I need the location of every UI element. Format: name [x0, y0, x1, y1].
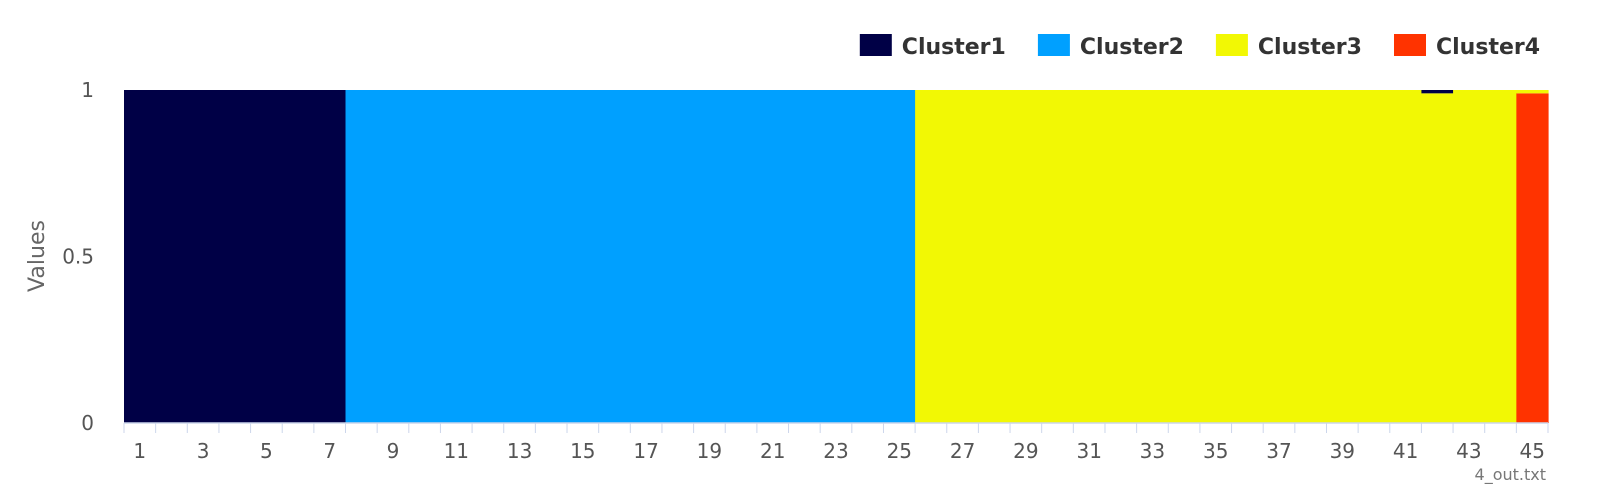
y-tick-label: 0 [81, 411, 94, 435]
bar-cluster3-37[interactable] [1263, 90, 1296, 423]
bar-cluster3-41[interactable] [1389, 90, 1423, 423]
bar-cluster1-4[interactable] [218, 90, 252, 423]
bar-cluster1-7[interactable] [313, 90, 347, 423]
legend-label: Cluster3 [1258, 35, 1362, 60]
bar-cluster1-2[interactable] [155, 90, 188, 423]
y-axis: 00.51 [62, 78, 94, 435]
legend-item-cluster2[interactable]: Cluster2 [1037, 34, 1184, 60]
x-tick-label: 23 [823, 439, 848, 463]
bar-cluster1-3[interactable] [187, 90, 220, 423]
bar-cluster2-23[interactable] [820, 90, 853, 423]
x-tick-label: 29 [1013, 439, 1038, 463]
x-tick-label: 43 [1456, 439, 1481, 463]
bar-cluster3-32[interactable] [1104, 90, 1138, 423]
legend-swatch [1037, 34, 1070, 56]
legend-label: Cluster4 [1436, 35, 1540, 60]
x-tick-label: 13 [507, 439, 532, 463]
bar-cluster3-28[interactable] [978, 90, 1011, 423]
bar-cluster1-5[interactable] [250, 90, 283, 423]
bar-cluster1-1[interactable] [124, 90, 157, 423]
bar-cluster2-22[interactable] [788, 90, 821, 423]
legend-swatch [859, 34, 892, 56]
bar-cluster3-29[interactable] [1010, 90, 1043, 423]
legend-label: Cluster2 [1080, 35, 1184, 60]
y-tick-label: 1 [81, 78, 94, 102]
bar-cluster1-42[interactable] [1421, 90, 1454, 94]
bar-cluster2-19[interactable] [693, 90, 726, 423]
bar-cluster3-30[interactable] [1041, 90, 1074, 423]
bar-cluster2-12[interactable] [472, 90, 505, 423]
bar-cluster3-40[interactable] [1358, 90, 1391, 423]
x-tick-label: 39 [1330, 439, 1355, 463]
bar-cluster2-13[interactable] [503, 90, 536, 423]
x-tick-label: 9 [387, 439, 400, 463]
bar-cluster3-27[interactable] [946, 90, 979, 423]
legend-item-cluster4[interactable]: Cluster4 [1394, 34, 1540, 60]
bar-cluster3-45[interactable] [1516, 90, 1549, 94]
x-tick-label: 5 [260, 439, 273, 463]
bar-cluster4-45[interactable] [1516, 93, 1549, 423]
y-axis-title: Values [25, 220, 50, 292]
bar-cluster2-24[interactable] [851, 90, 885, 423]
y-tick-label: 0.5 [62, 245, 94, 269]
x-tick-label: 27 [950, 439, 975, 463]
bar-cluster3-35[interactable] [1199, 90, 1233, 423]
bar-cluster2-14[interactable] [535, 90, 568, 423]
bar-area [124, 90, 1549, 423]
x-tick-label: 45 [1519, 439, 1544, 463]
bar-cluster3-44[interactable] [1484, 90, 1517, 423]
bar-cluster3-36[interactable] [1231, 90, 1264, 423]
x-tick-label: 1 [133, 439, 146, 463]
legend-swatch [1215, 34, 1248, 56]
x-tick-label: 31 [1076, 439, 1101, 463]
bar-cluster3-34[interactable] [1168, 90, 1201, 423]
x-tick-label: 35 [1203, 439, 1228, 463]
bar-cluster2-25[interactable] [883, 90, 916, 423]
bar-cluster2-11[interactable] [440, 90, 473, 423]
bar-cluster3-42[interactable] [1421, 93, 1454, 423]
bar-cluster3-33[interactable] [1136, 90, 1169, 423]
bar-cluster2-10[interactable] [408, 90, 442, 423]
x-tick-label: 21 [760, 439, 785, 463]
x-tick-label: 17 [633, 439, 658, 463]
x-axis: 1 3 5 7 9 11 13 15 17 19 21 23 25 27 29 31 33 35 37 39 41 43 4… [123, 423, 1549, 463]
bar-cluster2-20[interactable] [725, 90, 758, 423]
x-tick-label: 37 [1266, 439, 1291, 463]
x-tick-label: 33 [1140, 439, 1165, 463]
bar-cluster2-17[interactable] [630, 90, 663, 423]
legend-item-cluster1[interactable]: Cluster1 [859, 34, 1006, 60]
bar-cluster1-6[interactable] [282, 90, 315, 423]
x-tick-label: 19 [697, 439, 722, 463]
bar-cluster2-16[interactable] [598, 90, 631, 423]
bar-cluster2-8[interactable] [345, 90, 378, 423]
bar-cluster3-43[interactable] [1453, 90, 1486, 423]
legend-label: Cluster1 [902, 35, 1006, 60]
bar-cluster3-31[interactable] [1073, 90, 1106, 423]
x-tick-label: 7 [323, 439, 336, 463]
legend[interactable]: Cluster1 Cluster2 Cluster3 Cluster4 [859, 34, 1540, 60]
bar-cluster3-38[interactable] [1294, 90, 1328, 423]
x-tick-label: 41 [1393, 439, 1418, 463]
x-tick-label: 25 [887, 439, 912, 463]
bar-cluster3-39[interactable] [1326, 90, 1359, 423]
bar-cluster2-15[interactable] [567, 90, 600, 423]
x-tick-label: 15 [570, 439, 595, 463]
legend-swatch [1394, 34, 1426, 56]
bar-cluster2-9[interactable] [377, 90, 410, 423]
x-tick-label: 3 [197, 439, 210, 463]
credit-label: 4_out.txt [1475, 465, 1546, 485]
bar-cluster3-26[interactable] [915, 90, 948, 423]
bar-cluster2-18[interactable] [661, 90, 695, 423]
x-tick-label: 11 [444, 439, 469, 463]
bar-cluster2-21[interactable] [756, 90, 790, 423]
legend-item-cluster3[interactable]: Cluster3 [1215, 34, 1362, 60]
